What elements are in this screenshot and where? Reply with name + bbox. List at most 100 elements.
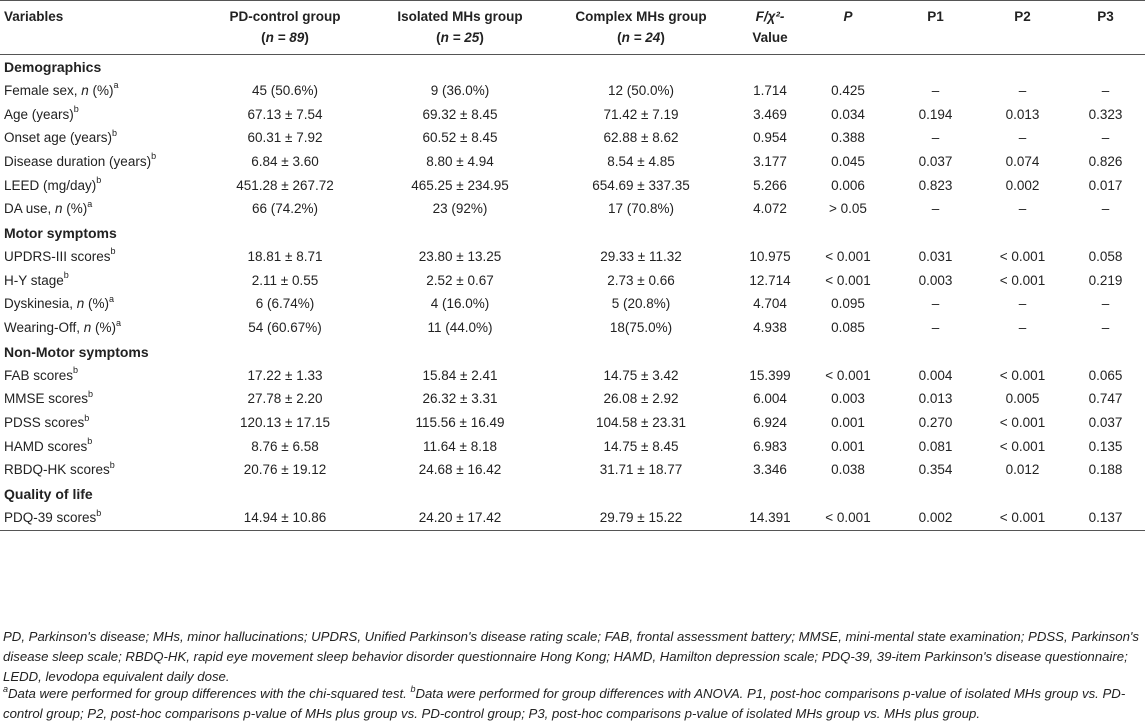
pd-control-value: 6.84 ± 3.60 [251, 153, 319, 169]
p3-value: 0.037 [1088, 415, 1123, 431]
table-row: Onset age (years)b 60.31 ± 7.92 60.52 ± 8.… [0, 126, 1145, 150]
footnote-marker: b [73, 104, 79, 115]
section-header: Motor symptoms [0, 221, 1145, 245]
row-label-text: LEED (mg/day) [4, 177, 97, 193]
p-value: > 0.05 [829, 201, 867, 217]
f-value: 3.346 [753, 462, 787, 478]
p-value: 0.001 [831, 415, 865, 431]
p1-value: 0.037 [918, 153, 953, 169]
footnote-marker: a [113, 80, 119, 91]
f-value: 1.714 [753, 82, 787, 98]
p2-value: < 0.001 [999, 415, 1046, 431]
p2-value: – [1018, 130, 1027, 146]
p-value: 0.001 [831, 438, 865, 454]
row-label-text: Age (years) [4, 106, 74, 122]
pd-control-value: 120.13 ± 17.15 [240, 415, 330, 431]
footnote-marker: a [87, 198, 93, 209]
p1-value: 0.194 [918, 106, 953, 122]
isolated-mhs-value: 465.25 ± 234.95 [411, 177, 509, 193]
pd-control-value: 6 (6.74%) [255, 296, 315, 312]
table-row: MMSE scoresb 27.78 ± 2.20 26.32 ± 3.31 26.0… [0, 388, 1145, 412]
pd-control-value: 17.22 ± 1.33 [247, 367, 323, 383]
isolated-mhs-value: 69.32 ± 8.45 [422, 106, 498, 122]
p3-value: 0.188 [1088, 462, 1123, 478]
p1-value: 0.004 [918, 367, 953, 383]
pd-control-value: 14.94 ± 10.86 [196, 506, 374, 532]
complex-mhs-value: 8.54 ± 4.85 [607, 153, 675, 169]
p2-value: < 0.001 [999, 272, 1046, 288]
table-body: Demographics Female sex, n (%)a 45 (50.6%)… [0, 55, 1145, 532]
f-value: 3.469 [753, 106, 787, 122]
header-f-value: F/χ²- Value [736, 0, 804, 55]
isolated-mhs-value: 23 (92%) [432, 201, 488, 217]
table-row: HAMD scoresb 8.76 ± 6.58 11.64 ± 8.18 14.75… [0, 435, 1145, 459]
row-label: DA use, n (%)a [0, 197, 196, 221]
section-header: Quality of life [0, 482, 1145, 506]
section-header: Demographics [0, 55, 1145, 80]
row-label: Female sex, n (%)a [0, 79, 196, 103]
f-value: 4.704 [753, 296, 787, 312]
p-value: 0.085 [831, 320, 865, 336]
row-label: MMSE scoresb [0, 388, 196, 412]
isolated-mhs-value: 60.52 ± 8.45 [422, 130, 498, 146]
p1-value: 0.823 [918, 177, 953, 193]
isolated-mhs-value: 23.80 ± 13.25 [418, 248, 502, 264]
p1-value: – [931, 82, 940, 98]
table-row: DA use, n (%)a 66 (74.2%) 23 (92%) 17 (70.8… [0, 197, 1145, 221]
complex-mhs-value: 14.75 ± 3.42 [603, 367, 679, 383]
complex-mhs-value: 62.88 ± 8.62 [603, 130, 679, 146]
isolated-mhs-value: 2.52 ± 0.67 [426, 272, 494, 288]
row-label-text: PDSS scores [4, 415, 85, 431]
p2-value: < 0.001 [999, 367, 1046, 383]
p2-value: – [1018, 296, 1027, 312]
complex-mhs-value: 12 (50.0%) [607, 82, 675, 98]
row-label: LEED (mg/day)b [0, 174, 196, 198]
p3-value: 0.747 [1088, 391, 1123, 407]
row-label-text: PDQ-39 scores [4, 510, 97, 526]
p2-value: < 0.001 [979, 506, 1066, 532]
f-value: 5.266 [753, 177, 787, 193]
pd-control-value: 67.13 ± 7.54 [247, 106, 323, 122]
p1-value: 0.081 [918, 438, 953, 454]
p3-value: – [1101, 130, 1110, 146]
p3-value: 0.017 [1088, 177, 1123, 193]
row-label-text: Disease duration (years) [4, 153, 152, 169]
section-title: Non-Motor symptoms [4, 343, 149, 360]
row-label-text: UPDRS-III scores [4, 248, 111, 264]
p-value: < 0.001 [825, 248, 871, 264]
header-isolated-mhs: Isolated MHs group (n = 25) [374, 0, 546, 55]
pd-control-value: 2.11 ± 0.55 [251, 272, 319, 288]
isolated-mhs-value: 24.68 ± 16.42 [418, 462, 502, 478]
p-value: < 0.001 [825, 272, 871, 288]
p-value: < 0.001 [804, 506, 892, 532]
p3-value: 0.058 [1088, 248, 1123, 264]
table-row: Wearing-Off, n (%)a 54 (60.67%) 11 (44.0%)… [0, 316, 1145, 340]
footnote-marker: b [112, 127, 118, 138]
pd-control-value: 451.28 ± 267.72 [236, 177, 334, 193]
f-value: 10.975 [749, 248, 791, 264]
p1-value: – [931, 296, 940, 312]
isolated-mhs-value: 11.64 ± 8.18 [423, 438, 497, 454]
f-value: 3.177 [753, 153, 787, 169]
footnote-marker: b [96, 507, 102, 518]
f-value: 6.004 [753, 391, 787, 407]
row-label-text: FAB scores [4, 367, 74, 383]
row-label-text: MMSE scores [4, 391, 89, 407]
row-label: RBDQ-HK scoresb [0, 459, 196, 483]
complex-mhs-value: 18(75.0%) [609, 320, 673, 336]
p3-value: 0.826 [1088, 153, 1123, 169]
p3-value: – [1101, 82, 1110, 98]
header-p2: P2 [979, 0, 1066, 55]
footnote-marker: b [87, 436, 93, 447]
section-title: Demographics [4, 59, 102, 75]
pd-control-value: 18.81 ± 8.71 [247, 248, 323, 264]
isolated-mhs-value: 9 (36.0%) [430, 82, 490, 98]
f-value: 14.391 [736, 506, 804, 532]
p3-value: – [1101, 296, 1110, 312]
p1-value: 0.354 [918, 462, 953, 478]
complex-mhs-value: 71.42 ± 7.19 [603, 106, 679, 122]
row-label: H-Y stageb [0, 269, 196, 293]
isolated-mhs-value: 24.20 ± 17.42 [374, 506, 546, 532]
table-row: Dyskinesia, n (%)a 6 (6.74%) 4 (16.0%) 5 (2… [0, 293, 1145, 317]
header-complex-mhs: Complex MHs group (n = 24) [546, 0, 736, 55]
